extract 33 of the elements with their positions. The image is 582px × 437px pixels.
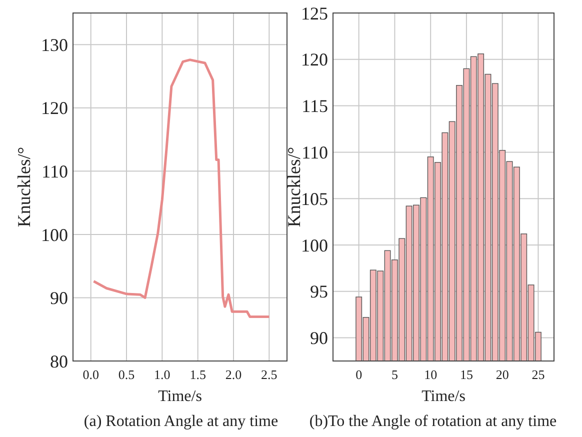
x-tick-label: 2.0 <box>225 367 242 382</box>
y-tick-label: 120 <box>301 50 328 70</box>
text: (a) Rotation Angle at any time <box>84 413 278 430</box>
y-tick-label: 100 <box>41 224 68 245</box>
x-tick-label: 20 <box>496 367 509 382</box>
x-axis-title: Time/s <box>422 388 466 405</box>
x-axis-title: Time/s <box>158 388 202 405</box>
y-tick-label: 125 <box>301 3 328 24</box>
x-tick-label: 0.0 <box>82 367 99 382</box>
x-tick-label: 10 <box>424 367 438 382</box>
y-tick-label: 90 <box>310 328 328 348</box>
y-axis-title: Knuckles/° <box>14 146 34 228</box>
y-tick-label: 105 <box>301 188 328 209</box>
x-tick-label: 0.5 <box>118 367 135 382</box>
y-tick-label: 110 <box>302 142 328 162</box>
x-tick-label: 1.0 <box>154 367 170 382</box>
x-tick-label: 1.5 <box>190 367 206 382</box>
x-tick-label: 0 <box>356 367 362 382</box>
y-tick-label: 80 <box>50 351 68 372</box>
line-series <box>92 58 270 318</box>
y-tick-label: 95 <box>310 282 328 302</box>
y-tick-label: 115 <box>302 96 328 116</box>
y-axis-title: Knuckles/° <box>284 146 304 228</box>
y-tick-label: 130 <box>41 34 68 55</box>
y-tick-label: 120 <box>41 98 68 118</box>
y-tick-label: 90 <box>50 288 68 308</box>
x-tick-label: 25 <box>532 367 545 382</box>
y-tick-label: 110 <box>42 161 68 182</box>
x-tick-label: 2.5 <box>261 367 278 382</box>
text: (b)To the Angle of rotation at any time <box>309 413 557 430</box>
y-tick-label: 100 <box>301 235 328 256</box>
x-tick-label: 5 <box>391 367 398 382</box>
x-tick-label: 15 <box>460 367 473 382</box>
